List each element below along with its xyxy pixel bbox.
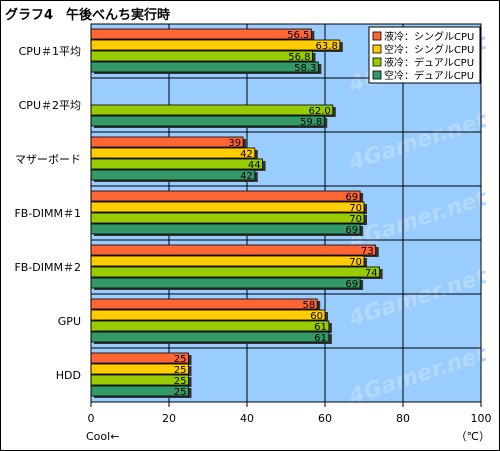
bar (90, 266, 381, 278)
bar (90, 223, 361, 235)
bar (90, 298, 318, 310)
value-label: 59.8 (300, 117, 322, 128)
bar (90, 50, 313, 62)
category-label: CPU＃2平均 (19, 99, 81, 112)
x-tick-label: 0 (88, 412, 95, 425)
x-axis-cool-label: Cool← (86, 430, 119, 443)
value-label: 39 (228, 138, 241, 149)
bar (90, 115, 325, 127)
category-label: FB-DIMM＃2 (14, 261, 81, 274)
value-label: 60 (310, 311, 323, 322)
chart-title: グラフ4 午後べんち実行時 (5, 8, 171, 23)
bar (90, 309, 326, 321)
bar (90, 28, 312, 40)
bar (90, 320, 330, 332)
bar (90, 136, 244, 148)
value-label: 73 (361, 246, 374, 257)
legend-swatch (372, 31, 382, 41)
legend-entry: 液冷：デュアルCPU (384, 56, 474, 69)
value-label: 69 (345, 225, 358, 236)
value-label: 56.5 (287, 30, 309, 41)
x-tick-label: 40 (240, 412, 254, 425)
bar (90, 244, 377, 256)
x-tick-label: 100 (471, 412, 492, 425)
value-label: 25 (174, 387, 187, 398)
value-label: 74 (365, 268, 378, 279)
x-tick-label: 60 (318, 412, 332, 425)
bar (90, 255, 365, 267)
bar (90, 158, 264, 170)
x-tick-label: 80 (396, 412, 410, 425)
bar (90, 190, 361, 202)
legend-box (368, 26, 481, 84)
value-label: 42 (240, 149, 253, 160)
category-label: CPU＃1平均 (19, 45, 81, 58)
value-label: 61 (314, 322, 327, 333)
value-label: 25 (174, 354, 187, 365)
value-label: 70 (349, 214, 362, 225)
value-label: 42 (240, 171, 253, 182)
bar (90, 201, 365, 213)
bar (90, 147, 256, 159)
value-label: 25 (174, 376, 187, 387)
bar (90, 212, 365, 224)
legend-entry: 空冷：デュアルCPU (384, 69, 474, 82)
x-tick-label: 20 (162, 412, 176, 425)
value-label: 62.0 (309, 106, 331, 117)
legend-swatch (372, 70, 382, 80)
category-label: HDD (56, 369, 81, 382)
category-label: GPU (58, 315, 81, 328)
value-label: 58.3 (294, 63, 316, 74)
legend-entry: 液冷：シングルCPU (384, 30, 474, 43)
bar (90, 61, 319, 73)
value-label: 56.8 (288, 52, 310, 63)
legend-swatch (372, 57, 382, 67)
category-label: FB-DIMM＃1 (14, 207, 81, 220)
value-label: 58 (302, 300, 315, 311)
value-label: 44 (248, 160, 261, 171)
legend-entry: 空冷：シングルCPU (384, 43, 474, 56)
bar (90, 277, 361, 289)
bar (90, 104, 334, 116)
bar (90, 331, 330, 343)
value-label: 69 (345, 192, 358, 203)
value-label: 70 (349, 203, 362, 214)
value-label: 63.8 (316, 41, 338, 52)
value-label: 70 (349, 257, 362, 268)
value-label: 69 (345, 279, 358, 290)
value-label: 61 (314, 333, 327, 344)
category-label: マザーボード (15, 153, 81, 166)
bar (90, 169, 256, 181)
value-label: 25 (174, 365, 187, 376)
bar (90, 39, 341, 51)
x-axis-unit: （℃） (456, 430, 490, 443)
legend-swatch (372, 44, 382, 54)
plot-border (90, 23, 482, 403)
